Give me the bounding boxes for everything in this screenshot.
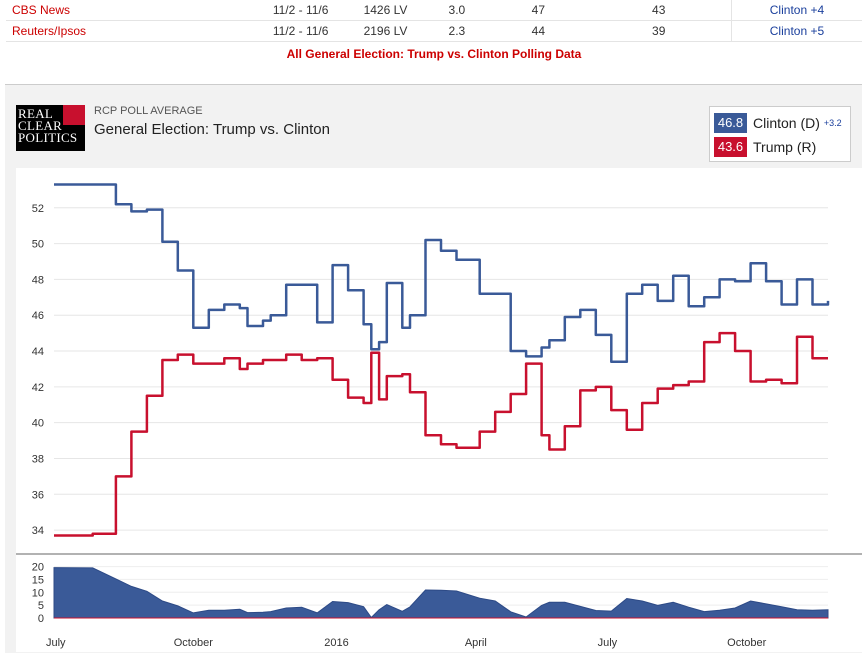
y-tick-label: 42 (32, 382, 44, 394)
poll-row: CBS News 11/2 - 11/6 1426 LV 3.0 47 43 Clinton… (6, 0, 862, 21)
x-tick-label: April (465, 637, 487, 649)
spread-area (53, 567, 829, 619)
y-tick-label: 34 (32, 525, 44, 537)
all-data-cell: All General Election: Trump vs. Clinton … (6, 42, 862, 65)
navigator-y-tick-label: 5 (38, 600, 44, 612)
x-tick-label: 2016 (324, 637, 348, 649)
chart-area[interactable]: 34 36 38 40 42 44 46 48 50 52 0 5 10 15 20 July October 2… (16, 168, 862, 652)
logo-line: CLEAR (18, 118, 63, 133)
logo-red-tag (63, 105, 85, 125)
navigator-y-tick-label: 0 (38, 613, 44, 625)
poll-row: Reuters/Ipsos 11/2 - 11/6 2196 LV 2.3 44 39 Cl… (6, 20, 862, 42)
legend-value: 46.8 (714, 113, 747, 133)
poll-cell-trump: 39 (586, 20, 732, 42)
poll-cell-pollster[interactable]: CBS News (6, 0, 254, 21)
legend-value: 43.6 (714, 137, 747, 157)
x-tick-label: July (46, 637, 66, 649)
poll-cell-date: 11/2 - 11/6 (254, 0, 348, 21)
chart-title: General Election: Trump vs. Clinton (94, 121, 330, 138)
legend-item-clinton[interactable]: 46.8 Clinton (D) +3.2 (714, 113, 842, 133)
navigator-y-tick-label: 10 (32, 587, 44, 599)
chart-legend: 46.8 Clinton (D) +3.2 43.6 Trump (R) (709, 106, 851, 162)
poll-cell-clinton: 44 (490, 20, 587, 42)
rcp-logo[interactable]: REAL CLEAR POLITICS (16, 105, 85, 151)
poll-cell-spread[interactable]: Clinton +4 (730, 0, 862, 21)
legend-item-trump[interactable]: 43.6 Trump (R) (714, 137, 816, 157)
all-data-row: All General Election: Trump vs. Clinton … (6, 42, 862, 65)
series-line-trump (54, 331, 828, 537)
poll-table: CBS News 11/2 - 11/6 1426 LV 3.0 47 43 Clinton… (6, 0, 862, 64)
logo-line: REAL (18, 106, 54, 121)
poll-cell-sample: 2196 LV (347, 20, 424, 42)
y-tick-label: 46 (32, 310, 44, 322)
y-tick-label: 50 (32, 239, 44, 251)
legend-name: Trump (R) (753, 139, 817, 155)
navigator-y-tick-label: 15 (32, 574, 44, 586)
poll-cell-date: 11/2 - 11/6 (254, 20, 348, 42)
poll-cell-clinton: 47 (490, 0, 587, 21)
y-tick-label: 36 (32, 489, 44, 501)
y-tick-label: 40 (32, 418, 44, 430)
poll-cell-moe: 3.0 (423, 0, 491, 21)
x-tick-label: October (727, 637, 766, 649)
navigator-y-tick-label: 20 (32, 562, 44, 574)
poll-cell-sample: 1426 LV (347, 0, 424, 21)
series-line-clinton (54, 183, 830, 364)
y-tick-label: 48 (32, 274, 44, 286)
x-tick-label: October (174, 637, 213, 649)
legend-name: Clinton (D) (753, 115, 820, 131)
y-tick-label: 52 (32, 203, 44, 215)
poll-cell-trump: 43 (586, 0, 732, 21)
legend-delta: +3.2 (823, 118, 842, 128)
x-tick-label: July (598, 637, 618, 649)
all-polling-data-link[interactable]: All General Election: Trump vs. Clinton … (286, 47, 582, 61)
y-tick-label: 44 (32, 346, 44, 358)
poll-cell-moe: 2.3 (423, 20, 491, 42)
poll-cell-spread[interactable]: Clinton +5 (730, 20, 862, 42)
logo-line: POLITICS (18, 130, 78, 145)
poll-cell-pollster[interactable]: Reuters/Ipsos (6, 20, 254, 42)
y-tick-label: 38 (32, 453, 44, 465)
poll-average-label: RCP POLL AVERAGE (94, 105, 203, 117)
